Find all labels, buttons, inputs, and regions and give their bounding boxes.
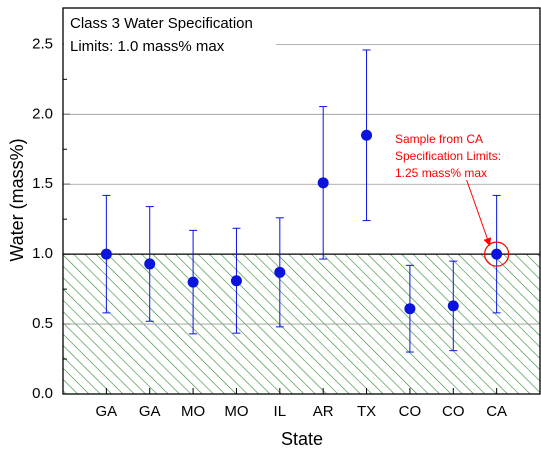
x-tick-label: AR xyxy=(313,403,334,420)
data-point xyxy=(100,248,112,260)
y-tick-label: 1.0 xyxy=(32,245,53,262)
data-point xyxy=(491,248,503,260)
data-point xyxy=(230,275,242,287)
x-axis-label: State xyxy=(281,429,323,449)
x-tick-label: GA xyxy=(139,403,161,420)
x-tick-label: MO xyxy=(181,403,205,420)
y-tick-label: 1.5 xyxy=(32,175,53,192)
callout-arrow xyxy=(466,179,492,247)
x-tick-label: CA xyxy=(486,403,507,420)
plot-frame xyxy=(62,7,541,395)
data-point xyxy=(187,276,199,288)
y-tick-label: 2.5 xyxy=(32,35,53,52)
callout-text: Specification Limits: xyxy=(395,149,501,163)
x-tick-label: CO xyxy=(399,403,422,420)
x-tick-label: IL xyxy=(274,403,287,420)
annotation-text: Limits: 1.0 mass% max xyxy=(70,38,225,55)
data-point xyxy=(274,266,286,278)
x-tick-label: MO xyxy=(224,403,248,420)
data-point xyxy=(361,129,373,141)
x-tick-label: CO xyxy=(442,403,465,420)
y-axis-label: Water (mass%) xyxy=(7,138,27,261)
x-tick-label: TX xyxy=(357,403,376,420)
data-point xyxy=(144,258,156,270)
callout-text: Sample from CA xyxy=(395,132,483,146)
data-point xyxy=(404,303,416,315)
y-tick-label: 0.5 xyxy=(32,315,53,332)
data-point xyxy=(317,177,329,189)
x-tick-label: GA xyxy=(96,403,118,420)
plot-layer: 0.0 0.5 1.0 1.5 2.0 2.5 Class 3 Water Specific… xyxy=(32,7,541,420)
data-point xyxy=(447,300,459,312)
annotation-box xyxy=(64,9,276,62)
callout-text: 1.25 mass% max xyxy=(395,166,487,180)
annotation-text: Class 3 Water Specification xyxy=(70,15,253,32)
highlight-circle xyxy=(484,241,510,267)
y-tick-label: 2.0 xyxy=(32,105,53,122)
y-tick-label: 0.0 xyxy=(32,385,53,402)
